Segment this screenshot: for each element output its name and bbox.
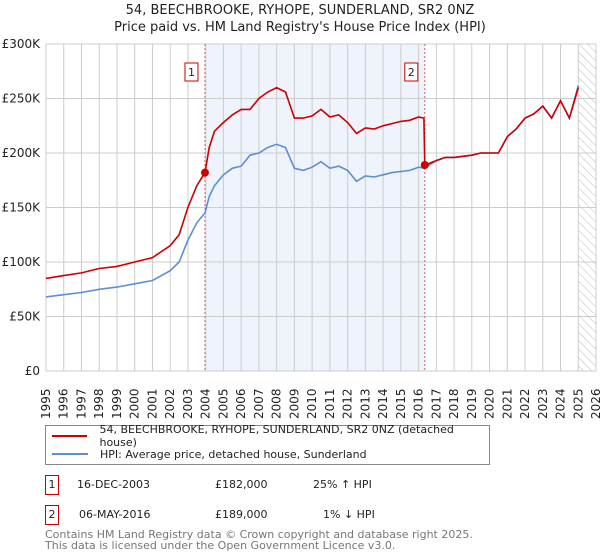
x-tick-label: 2001 — [145, 388, 159, 419]
x-tick-label: 2008 — [270, 388, 284, 419]
chart-title: 54, BEECHBROOKE, RYHOPE, SUNDERLAND, SR2… — [125, 3, 475, 18]
y-tick-label: £200K — [2, 146, 42, 160]
transaction-row: 2 06-MAY-2016 £189,000 1% ↓ HPI — [45, 505, 445, 525]
x-tick-label: 2025 — [571, 388, 585, 419]
annotation-badge — [184, 62, 199, 82]
footer: Contains HM Land Registry data © Crown c… — [45, 529, 473, 551]
x-tick-label: 2009 — [287, 388, 301, 419]
x-tick-label: 2018 — [447, 388, 461, 419]
annotation-label: 2 — [408, 66, 415, 79]
x-tick-label: 1995 — [39, 388, 53, 419]
footer-licence: This data is licensed under the Open Gov… — [45, 539, 396, 552]
x-tick-label: 2023 — [536, 388, 550, 419]
legend-item-property: 54, BEECHBROOKE, RYHOPE, SUNDERLAND, SR2… — [52, 423, 489, 449]
transaction-date: 06-MAY-2016 — [79, 508, 151, 521]
x-tick-label: 2026 — [589, 388, 600, 419]
x-tick-label: 2016 — [412, 388, 426, 419]
transaction-hpi: 25% ↑ HPI — [313, 478, 372, 491]
legend-swatch-blue — [52, 453, 88, 455]
transaction-hpi: 1% ↓ HPI — [323, 508, 375, 521]
x-tick-label: 1999 — [110, 388, 124, 419]
y-tick-label: £150K — [2, 201, 42, 215]
transaction-price: £189,000 — [215, 508, 268, 521]
y-tick-label: £100K — [2, 255, 42, 269]
x-tick-label: 1998 — [92, 388, 106, 419]
x-tick-label: 2000 — [128, 388, 142, 419]
x-tick-label: 2007 — [252, 388, 266, 419]
annotation-badge — [404, 62, 419, 82]
footer-copyright: Contains HM Land Registry data © Crown c… — [45, 528, 473, 541]
y-tick-label: £50K — [9, 310, 41, 324]
sale-point — [200, 168, 209, 177]
x-tick-label: 2024 — [554, 388, 568, 419]
x-tick-label: 2020 — [483, 388, 497, 419]
x-tick-label: 2014 — [376, 388, 390, 419]
x-tick-label: 2021 — [500, 388, 514, 419]
transaction-badge: 2 — [45, 505, 59, 525]
y-tick-label: £250K — [2, 92, 42, 106]
sale-point — [420, 160, 429, 169]
x-tick-label: 2019 — [465, 388, 479, 419]
series-line — [45, 86, 580, 280]
x-tick-label: 2003 — [181, 388, 195, 419]
x-tick-label: 1997 — [74, 388, 88, 419]
chart-legend: 54, BEECHBROOKE, RYHOPE, SUNDERLAND, SR2… — [45, 423, 490, 465]
annotation-label: 1 — [188, 66, 195, 79]
y-tick-label: £300K — [2, 37, 42, 51]
x-tick-label: 2004 — [199, 388, 213, 419]
legend-item-hpi: HPI: Average price, detached house, Sund… — [52, 446, 367, 462]
legend-swatch-red — [52, 435, 88, 437]
x-tick-label: 2017 — [429, 388, 443, 419]
x-tick-label: 2013 — [358, 388, 372, 419]
transaction-date: 16-DEC-2003 — [77, 478, 151, 491]
x-tick-label: 2012 — [341, 388, 355, 419]
x-tick-label: 2010 — [305, 388, 319, 419]
y-tick-label: £0 — [25, 364, 40, 378]
x-tick-label: 2011 — [323, 388, 337, 419]
x-tick-label: 2002 — [163, 388, 177, 419]
x-tick-label: 2022 — [518, 388, 532, 419]
x-tick-label: 2005 — [216, 388, 230, 419]
transaction-row: 1 16-DEC-2003 £182,000 25% ↑ HPI — [45, 475, 445, 495]
x-tick-label: 2015 — [394, 388, 408, 419]
legend-label: 54, BEECHBROOKE, RYHOPE, SUNDERLAND, SR2… — [99, 423, 454, 449]
transaction-price: £182,000 — [215, 478, 268, 491]
chart-subtitle: Price paid vs. HM Land Registry's House … — [114, 20, 486, 35]
transaction-badge: 1 — [45, 475, 59, 495]
legend-label: HPI: Average price, detached house, Sund… — [100, 447, 367, 461]
x-tick-label: 2006 — [234, 388, 248, 419]
x-tick-label: 1996 — [57, 388, 71, 419]
